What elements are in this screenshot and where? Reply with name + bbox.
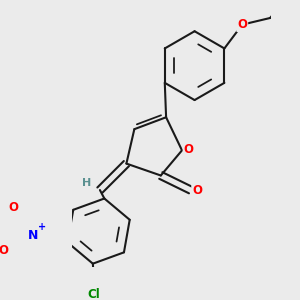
Text: H: H (82, 178, 91, 188)
Text: N: N (28, 229, 38, 242)
Text: O: O (0, 244, 8, 257)
Text: O: O (184, 142, 194, 155)
Text: O: O (8, 202, 18, 214)
Text: +: + (38, 221, 46, 232)
Text: O: O (237, 18, 247, 31)
Text: O: O (238, 20, 247, 30)
Text: O: O (192, 184, 202, 196)
Text: Cl: Cl (88, 288, 100, 300)
